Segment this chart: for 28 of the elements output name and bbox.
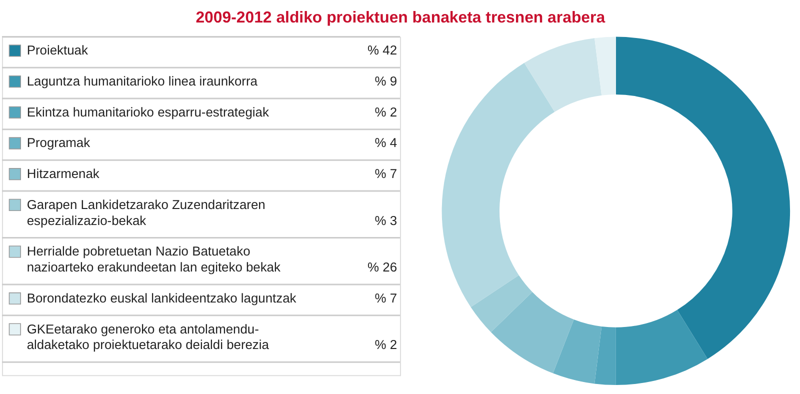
donut-slice [442, 62, 555, 308]
data-label: % 7 [374, 290, 398, 306]
data-label: % 2 [374, 337, 398, 352]
data-label: % 3 [374, 212, 398, 228]
legend-label: GKEetarako generoko eta antolamendu-aldaketako proiektuetarako deialdi berezia [26, 321, 270, 352]
donut-slice [553, 319, 602, 384]
data-label: % 7 [374, 166, 398, 182]
donut-slice [594, 326, 616, 386]
data-label: % 4 [374, 135, 398, 150]
legend-label: Programak [26, 135, 91, 150]
donut-slice [490, 292, 574, 374]
legend-label: Herrialde pobretuetan Nazio Batuetako nazioarteko erakundeetan lan egiteko bekak [26, 244, 281, 275]
legend-label: Proiektuak [26, 42, 88, 58]
donut-slice [470, 275, 532, 332]
legend-label: Borondatezko euskal lankideentzako laguntzak [26, 290, 297, 306]
legend-label: Hitzarmenak [26, 166, 100, 182]
legend-label: Laguntza humanitarioko linea iraunkorra [26, 74, 258, 89]
data-label: % 26 [368, 260, 398, 275]
legend-label: Ekintza humanitarioko esparru-estrategiak [26, 104, 270, 120]
data-label: % 2 [374, 104, 398, 120]
data-label: % 9 [374, 74, 398, 89]
donut-slice [616, 36, 790, 359]
data-label: % 42 [368, 42, 398, 58]
chart-title: 2009-2012 aldiko proiektuen banaketa tresnen arabera [196, 10, 606, 27]
donut-slice [616, 310, 708, 386]
legend-label: Garapen Lankidetzarako Zuzendaritzaren espezializazio-bekak [26, 196, 266, 228]
donut-slice [594, 36, 616, 96]
donut-slice [524, 38, 602, 112]
